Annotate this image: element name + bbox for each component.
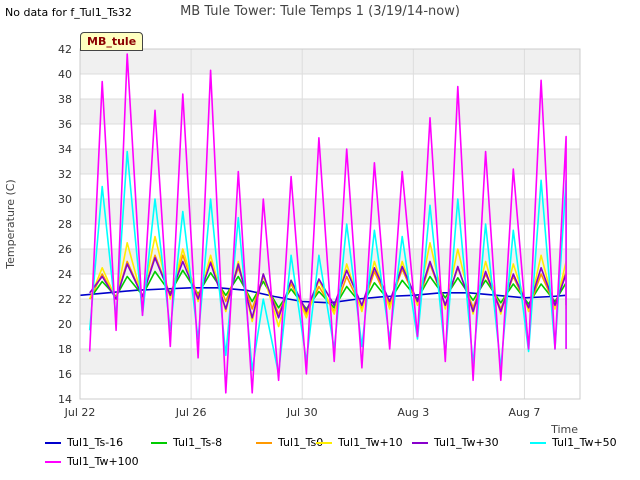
- plot-frame: [79, 48, 581, 400]
- background-band: [80, 349, 580, 374]
- y-tick-label: 24: [58, 268, 72, 281]
- y-tick-label: 38: [58, 93, 72, 106]
- legend-label: Tul1_Ts-16: [67, 436, 124, 449]
- legend-label: Tul1_Ts0: [278, 436, 324, 449]
- legend-swatch: [256, 442, 272, 444]
- y-tick-label: 36: [58, 118, 72, 131]
- y-axis-label: Temperature (C): [4, 179, 17, 269]
- legend-swatch: [151, 442, 167, 444]
- y-tick-label: 14: [58, 393, 72, 406]
- legend-swatch: [45, 461, 61, 463]
- y-tick-label: 16: [58, 368, 72, 381]
- legend-item: Tul1_Tw+30: [412, 436, 499, 449]
- legend-label: Tul1_Tw+100: [67, 455, 139, 468]
- legend-item: Tul1_Ts-16: [45, 436, 123, 449]
- legend-label: Tul1_Tw+50: [552, 436, 617, 449]
- legend-swatch: [45, 442, 61, 444]
- legend-item: Tul1_Ts0: [256, 436, 323, 449]
- y-tick-label: 40: [58, 68, 72, 81]
- y-tick-label: 32: [58, 168, 72, 181]
- legend-label: Tul1_Tw+30: [434, 436, 499, 449]
- legend-item: Tul1_Tw+50: [530, 436, 617, 449]
- y-tick-label: 20: [58, 318, 72, 331]
- legend-swatch: [316, 442, 332, 444]
- y-tick-label: 28: [58, 218, 72, 231]
- legend-label: Tul1_Ts-8: [173, 436, 223, 449]
- y-tick-label: 30: [58, 193, 72, 206]
- background-band: [80, 49, 580, 74]
- no-data-message: No data for f_Tul1_Ts32: [5, 6, 132, 19]
- x-tick-label: Jul 22: [64, 406, 96, 419]
- x-tick-label: Jul 30: [286, 406, 318, 419]
- background-band: [80, 249, 580, 274]
- x-axis-label: Time: [550, 423, 578, 436]
- legend-item: Tul1_Tw+100: [45, 455, 139, 468]
- series-line-Tul1_Tw+100: [88, 53, 567, 394]
- legend-item: Tul1_Ts-8: [151, 436, 222, 449]
- chart-title: MB Tule Tower: Tule Temps 1 (3/19/14-now…: [180, 4, 460, 19]
- background-band: [80, 99, 580, 124]
- legend-swatch: [530, 442, 546, 444]
- y-tick-label: 22: [58, 293, 72, 306]
- x-tick-label: Aug 3: [397, 406, 429, 419]
- y-tick-label: 18: [58, 343, 72, 356]
- x-tick-labels: Jul 22 Jul 26 Jul 30 Aug 3 Aug 7: [64, 406, 541, 419]
- series-line-Tul1_Tw+10: [88, 235, 567, 328]
- x-tick-label: Jul 26: [175, 406, 207, 419]
- x-tick-label: Aug 7: [508, 406, 540, 419]
- background-band: [80, 199, 580, 224]
- y-tick-label: 34: [58, 143, 72, 156]
- y-tick-labels: 14 16 18 20 22 24 26 28 30 32 34 36 38 40 42: [58, 43, 72, 406]
- y-tick-label: 26: [58, 243, 72, 256]
- site-badge: MB_tule: [80, 32, 144, 51]
- legend-swatch: [412, 442, 428, 444]
- background-bands: [80, 49, 580, 374]
- legend-item: Tul1_Tw+10: [316, 436, 403, 449]
- series-line-Tul1_Tw+30: [89, 257, 567, 319]
- background-band: [80, 149, 580, 174]
- y-tick-label: 42: [58, 43, 72, 56]
- legend-label: Tul1_Tw+10: [338, 436, 403, 449]
- series-lines: [79, 53, 567, 394]
